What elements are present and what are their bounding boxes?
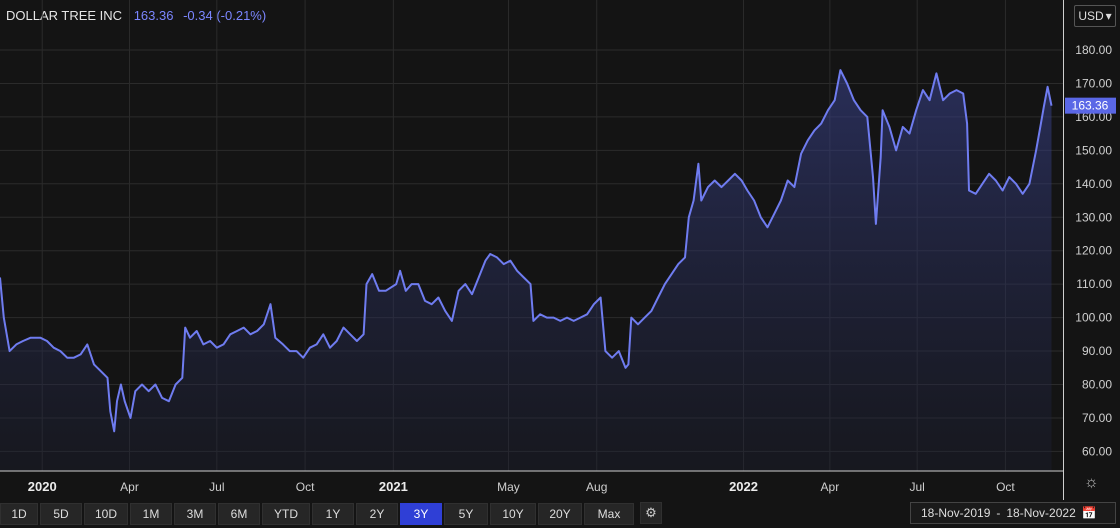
range-button-ytd[interactable]: YTD [262,503,310,525]
y-tick-label: 80.00 [1082,378,1112,392]
chart-header: DOLLAR TREE INC 163.36 -0.34 (-0.21%) [6,8,266,23]
range-button-1d[interactable]: 1D [0,503,38,525]
date-to[interactable]: 18-Nov-2022 [1006,506,1076,520]
range-button-6m[interactable]: 6M [218,503,260,525]
price-area [0,70,1052,471]
instrument-name: DOLLAR TREE INC [6,8,123,23]
range-button-1m[interactable]: 1M [130,503,172,525]
gear-icon[interactable]: ⚙ [640,502,662,524]
y-tick-label: 170.00 [1075,76,1112,90]
x-tick-label: 2022 [729,479,758,494]
y-tick-label: 110.00 [1076,277,1112,291]
range-button-5d[interactable]: 5D [40,503,82,525]
range-button-10d[interactable]: 10D [84,503,128,525]
x-tick-label: 2021 [379,479,408,494]
currency-label: USD [1078,9,1104,23]
y-tick-label: 60.00 [1082,444,1112,458]
range-button-max[interactable]: Max [584,503,634,525]
range-button-3m[interactable]: 3M [174,503,216,525]
price-badge-label: 163.36 [1072,99,1109,113]
currency-selector[interactable]: USD ▾ [1074,5,1116,27]
date-separator: - [996,506,1001,520]
range-button-10y[interactable]: 10Y [490,503,536,525]
price-change: -0.34 (-0.21%) [183,8,267,23]
range-button-3y[interactable]: 3Y [400,503,442,525]
calendar-icon[interactable]: 📅 [1081,506,1097,520]
range-button-2y[interactable]: 2Y [356,503,398,525]
current-price: 163.36 [133,8,174,23]
x-tick-label: 2020 [28,479,57,494]
date-from[interactable]: 18-Nov-2019 [921,506,991,520]
range-button-5y[interactable]: 5Y [444,503,488,525]
y-tick-label: 150.00 [1075,143,1112,157]
x-tick-label: Aug [586,480,607,494]
x-tick-label: Jul [910,480,925,494]
price-chart[interactable]: 60.00 70.00 80.00 90.00 100.00 110.00 120.00 13… [0,0,1120,500]
x-tick-label: Apr [821,480,840,494]
x-tick-label: Apr [120,480,139,494]
sun-icon[interactable]: ☼ [1084,474,1099,491]
y-tick-label: 70.00 [1082,411,1112,425]
date-range-picker[interactable]: 18-Nov-2019 - 18-Nov-2022 📅 [910,502,1116,524]
price-line [0,69,1053,433]
y-tick-label: 130.00 [1075,210,1112,224]
x-tick-label: Oct [996,480,1015,494]
y-tick-label: 180.00 [1075,43,1112,57]
range-button-20y[interactable]: 20Y [538,503,582,525]
y-tick-label: 140.00 [1075,177,1112,191]
y-tick-label: 120.00 [1075,244,1112,258]
price-badge: 163.36 [1065,97,1116,114]
range-button-1y[interactable]: 1Y [312,503,354,525]
range-toolbar: 1D 5D 10D 1M 3M 6M YTD 1Y 2Y 3Y 5Y 10Y 20Y Max [0,502,636,526]
x-tick-label: Oct [296,480,315,494]
chevron-down-icon: ▾ [1105,9,1112,23]
y-tick-label: 90.00 [1082,344,1112,358]
y-tick-label: 100.00 [1075,311,1112,325]
x-tick-label: May [497,480,520,494]
x-tick-label: Jul [209,480,224,494]
